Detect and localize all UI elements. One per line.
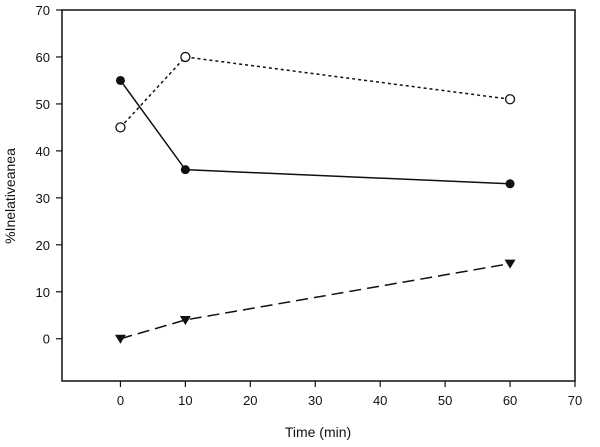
y-tick-label: 10 xyxy=(36,285,50,300)
x-tick-label: 30 xyxy=(308,393,322,408)
data-point xyxy=(115,75,125,85)
y-tick-label: 20 xyxy=(36,238,50,253)
x-tick-label: 40 xyxy=(373,393,387,408)
x-tick-label: 50 xyxy=(438,393,452,408)
y-tick-label: 50 xyxy=(36,97,50,112)
data-point xyxy=(504,94,516,105)
data-point xyxy=(115,122,126,133)
y-tick-label: 0 xyxy=(43,332,50,347)
series-line-0 xyxy=(119,80,511,185)
y-tick-label: 40 xyxy=(36,144,50,159)
data-point xyxy=(504,259,516,269)
data-point xyxy=(505,179,515,189)
y-tick-label: 60 xyxy=(36,50,50,65)
x-tick-label: 10 xyxy=(178,393,192,408)
data-point xyxy=(114,334,126,344)
y-tick-label: 70 xyxy=(36,3,50,18)
x-tick-label: 20 xyxy=(243,393,257,408)
x-tick-label: 70 xyxy=(568,393,582,408)
series-line-1 xyxy=(119,56,511,128)
x-axis-label: Time (min) xyxy=(285,424,351,440)
y-axis-label: %Inelativeanea xyxy=(2,148,18,244)
y-tick-label: 30 xyxy=(36,191,50,206)
x-tick-label: 60 xyxy=(503,393,517,408)
x-tick-label: 0 xyxy=(117,393,124,408)
data-point xyxy=(180,51,191,63)
data-point xyxy=(179,315,191,325)
data-point xyxy=(180,165,190,175)
plot-frame xyxy=(61,9,576,382)
series-line-2 xyxy=(120,262,511,340)
